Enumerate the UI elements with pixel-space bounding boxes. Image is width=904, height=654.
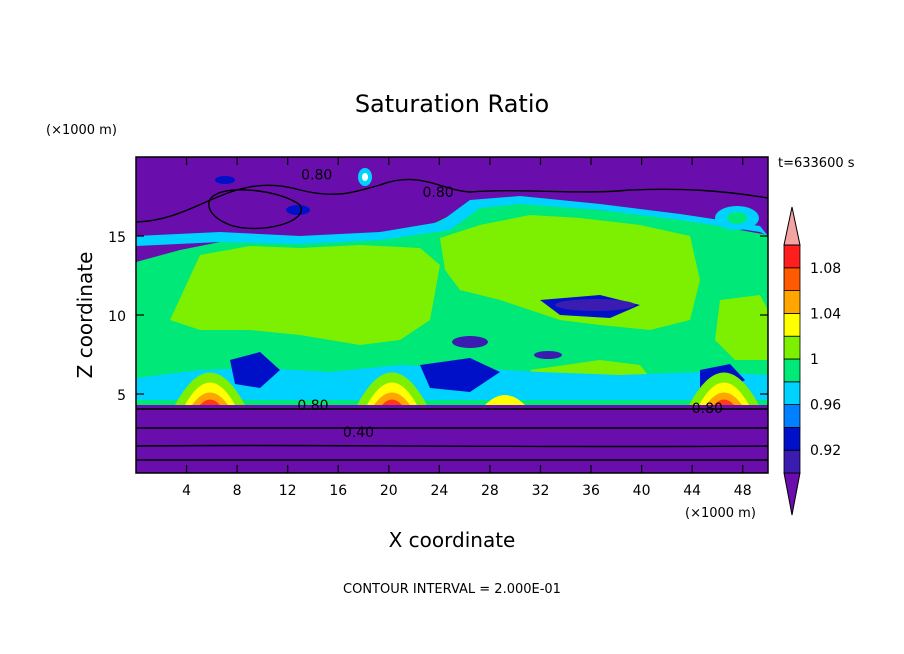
field-region-27: [485, 395, 525, 405]
colorbar-min-arrow: [783, 472, 801, 516]
field-region-2: [170, 245, 440, 345]
colorbar-band-4: [783, 358, 801, 383]
field-region-14: [534, 351, 562, 359]
colorbar-band-6: [783, 312, 801, 337]
colorbar-label-1: 0.96: [810, 398, 841, 414]
colorbar-band-9: [783, 244, 801, 269]
x-axis-title: X coordinate: [389, 528, 516, 552]
field-region-22: [382, 399, 402, 405]
field-region-18: [200, 399, 220, 405]
field-region-4: [715, 295, 768, 360]
colorbar-band-2: [783, 404, 801, 428]
contour-interval-note: CONTOUR INTERVAL = 2.000E-01: [343, 582, 561, 597]
contour-label-1: 0.80: [423, 185, 454, 201]
y-tick-label-2: 15: [108, 230, 126, 246]
colorbar-max-arrow: [783, 206, 801, 246]
saturation-field: 0.80 0.80 0.80 0.40 0.80: [136, 157, 768, 473]
field-region-8: [230, 352, 280, 388]
field-region-29: [362, 173, 368, 181]
x-tick-label-8: 36: [582, 483, 600, 499]
colorbar-label-2: 1: [810, 352, 819, 368]
z-unit-label: (×1000 m): [46, 123, 117, 138]
x-tick-label-10: 44: [683, 483, 701, 499]
colorbar-band-3: [783, 381, 801, 405]
x-tick-label-5: 24: [430, 483, 448, 499]
field-region-6: [136, 196, 768, 246]
time-label: t=633600 s: [778, 156, 855, 171]
colorbar-label-0: 0.92: [810, 443, 841, 459]
field-region-13: [452, 336, 488, 348]
field-region-9: [420, 358, 500, 392]
chart-title: Saturation Ratio: [355, 90, 549, 118]
field-region-32: [215, 176, 235, 184]
field-region-26: [714, 399, 734, 405]
colorbar-band-7: [783, 290, 801, 314]
colorbar-label-3: 1.04: [810, 306, 841, 322]
y-tick-label-1: 10: [108, 309, 126, 325]
x-tick-label-2: 12: [279, 483, 297, 499]
x-tick-label-1: 8: [233, 483, 242, 499]
x-tick-label-7: 32: [532, 483, 550, 499]
colorbar-band-8: [783, 267, 801, 291]
colorbar-label-4: 1.08: [810, 261, 841, 277]
y-axis: 5 10 15: [108, 230, 768, 404]
colorbar: 0.92 0.96 1 1.04 1.08: [783, 206, 841, 516]
field-region-31: [727, 212, 747, 224]
contour-label-4: 0.80: [692, 401, 723, 417]
field-region-34: [136, 178, 768, 223]
field-region-33: [286, 205, 310, 215]
x-tick-label-0: 4: [182, 483, 191, 499]
x-tick-label-6: 28: [481, 483, 499, 499]
colorbar-band-0: [783, 449, 801, 474]
field-region-12: [555, 299, 635, 311]
field-region-38: [136, 444, 768, 448]
x-tick-label-9: 40: [633, 483, 651, 499]
colorbar-band-1: [783, 426, 801, 451]
field-region-25: [706, 392, 742, 405]
y-axis-title: Z coordinate: [73, 252, 97, 379]
contour-label-3: 0.40: [343, 425, 374, 441]
x-tick-label-11: 48: [734, 483, 752, 499]
x-tick-label-4: 20: [380, 483, 398, 499]
x-tick-label-3: 16: [329, 483, 347, 499]
field-region-3: [440, 215, 700, 330]
field-region-35: [208, 189, 302, 230]
contour-label-0: 0.80: [301, 167, 332, 183]
contour-label-2: 0.80: [297, 398, 328, 414]
field-region-17: [192, 392, 228, 405]
colorbar-band-5: [783, 335, 801, 360]
x-unit-label: (×1000 m): [685, 506, 756, 521]
y-tick-label-0: 5: [117, 388, 126, 404]
x-axis: 4 8 12 16 20 24 28 32 36 40 44 48: [182, 157, 752, 499]
field-region-21: [374, 392, 410, 405]
